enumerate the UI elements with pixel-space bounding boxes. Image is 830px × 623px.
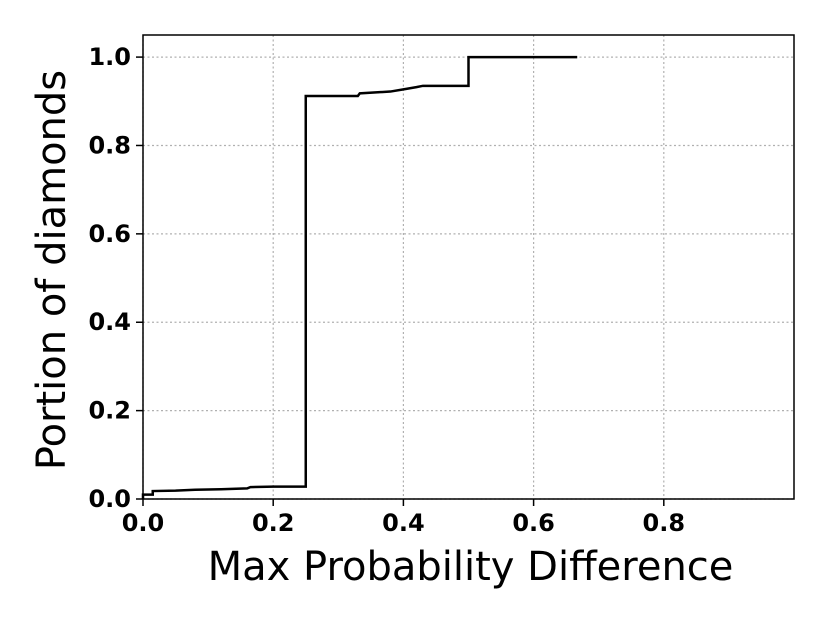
series-layer (141, 55, 578, 499)
x-tick-label: 0.4 (382, 509, 425, 537)
plot-frame (142, 34, 795, 500)
tick-marks (136, 56, 665, 506)
x-tick-label: 0.0 (122, 509, 165, 537)
grid-lines (142, 35, 794, 500)
y-tick-label: 0.4 (88, 308, 131, 336)
y-tick-label: 0.6 (88, 220, 131, 248)
x-tick-label: 0.8 (643, 509, 686, 537)
x-tick-labels: 0.0 0.2 0.4 0.6 0.8 (122, 509, 685, 537)
x-tick-label: 0.2 (252, 509, 295, 537)
x-axis-title: Max Probability Difference (208, 544, 734, 590)
y-tick-label: 0.0 (88, 485, 131, 513)
y-tick-labels: 0.0 0.2 0.4 0.6 0.8 1.0 (88, 43, 131, 513)
series-line (141, 55, 578, 499)
y-tick-label: 0.2 (88, 397, 131, 425)
y-axis-title: Portion of diamonds (29, 70, 75, 470)
y-tick-label: 1.0 (88, 43, 131, 71)
x-tick-label: 0.6 (512, 509, 555, 537)
y-tick-label: 0.8 (88, 131, 131, 159)
